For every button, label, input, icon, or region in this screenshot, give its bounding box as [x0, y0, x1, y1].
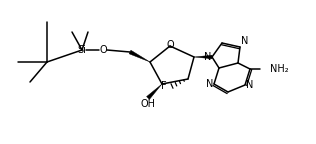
Text: N: N [206, 79, 213, 89]
Text: O: O [166, 40, 174, 50]
Text: N: N [241, 36, 248, 46]
Text: O: O [99, 45, 107, 55]
Text: NH₂: NH₂ [270, 64, 289, 74]
Text: N: N [204, 52, 211, 62]
Text: N: N [246, 80, 253, 90]
Polygon shape [147, 84, 162, 99]
Text: Si: Si [77, 45, 87, 55]
Text: OH: OH [141, 99, 155, 109]
Polygon shape [194, 55, 212, 59]
Polygon shape [129, 50, 150, 62]
Text: F: F [161, 81, 167, 91]
